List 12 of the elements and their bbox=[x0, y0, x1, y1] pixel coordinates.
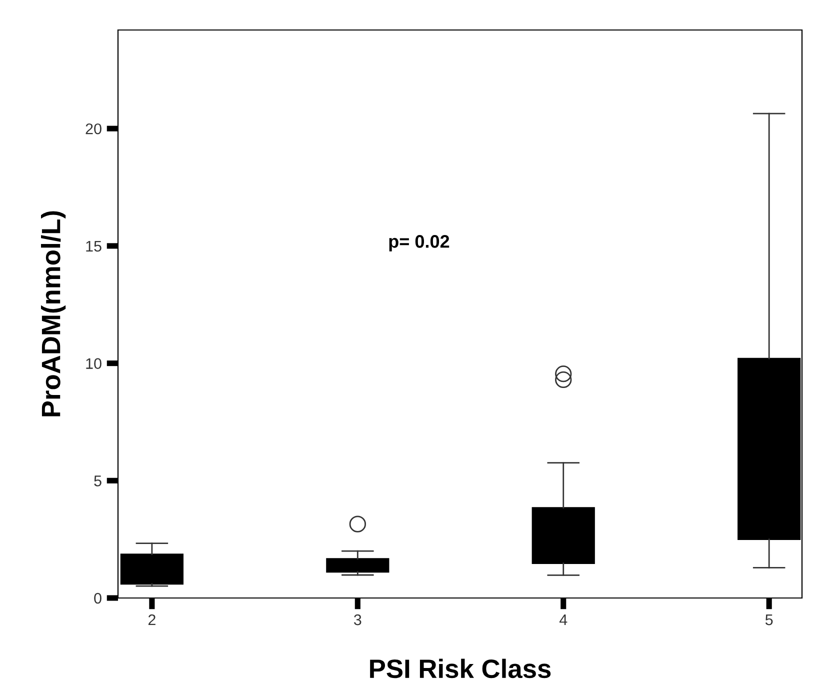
x-tick-label: 4 bbox=[559, 614, 568, 626]
x-tick-label: 3 bbox=[354, 614, 362, 626]
y-tick-label: 0 bbox=[94, 592, 102, 604]
x-tick-label: 2 bbox=[148, 614, 156, 626]
annotation: p= 0.02 bbox=[389, 235, 450, 252]
y-tick-label: 5 bbox=[94, 476, 102, 486]
y-tick-label: 20 bbox=[86, 123, 102, 134]
x-axis-title: PSI Risk Class bbox=[370, 658, 551, 678]
x-tick-label: 5 bbox=[765, 614, 773, 626]
y-tick-label: 15 bbox=[86, 240, 102, 252]
y-tick-label: 10 bbox=[86, 358, 102, 369]
y-axis-title: ProADM(nmol/L) bbox=[40, 211, 66, 416]
